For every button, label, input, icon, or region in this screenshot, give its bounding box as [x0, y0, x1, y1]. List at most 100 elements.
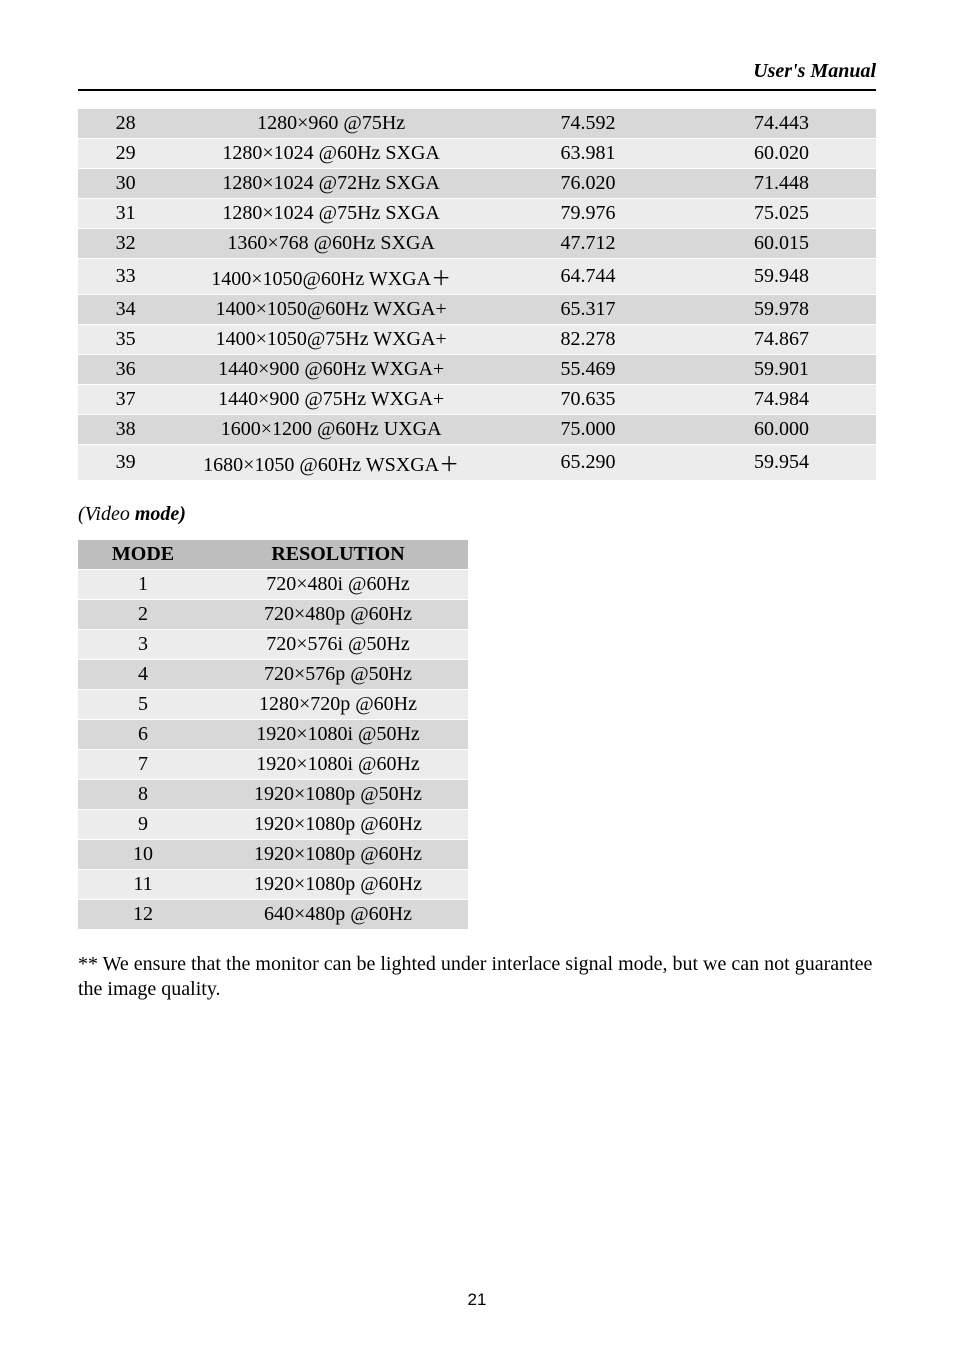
- table-cell: 33: [78, 259, 173, 295]
- table-row: 381600×1200 @60Hz UXGA75.00060.000: [78, 415, 876, 445]
- table-cell: 3: [78, 630, 208, 660]
- table-cell: 1920×1080p @60Hz: [208, 810, 468, 840]
- table-cell: 1280×1024 @72Hz SXGA: [173, 169, 489, 199]
- table-cell: 74.867: [687, 325, 876, 355]
- table-cell: 60.020: [687, 139, 876, 169]
- table-cell: 59.948: [687, 259, 876, 295]
- table-cell: 720×576p @50Hz: [208, 660, 468, 690]
- table-row: 2720×480p @60Hz: [78, 600, 468, 630]
- table-cell: 5: [78, 690, 208, 720]
- table-cell: 63.981: [489, 139, 687, 169]
- table-cell: 1600×1200 @60Hz UXGA: [173, 415, 489, 445]
- table-cell: 38: [78, 415, 173, 445]
- table-cell: 1400×1050@60Hz WXGA+: [173, 295, 489, 325]
- table-cell: 36: [78, 355, 173, 385]
- table-cell: 59.954: [687, 445, 876, 481]
- table-row: 91920×1080p @60Hz: [78, 810, 468, 840]
- table-cell: 1280×1024 @60Hz SXGA: [173, 139, 489, 169]
- table-row: 361440×900 @60Hz WXGA+55.46959.901: [78, 355, 876, 385]
- table-cell: 59.901: [687, 355, 876, 385]
- table-cell: 1280×960 @75Hz: [173, 109, 489, 139]
- table-cell: 1400×1050@75Hz WXGA+: [173, 325, 489, 355]
- table-cell: 60.015: [687, 229, 876, 259]
- table-cell: 60.000: [687, 415, 876, 445]
- table-cell: 1280×720p @60Hz: [208, 690, 468, 720]
- table-row: 371440×900 @75Hz WXGA+70.63574.984: [78, 385, 876, 415]
- table-cell: 1440×900 @75Hz WXGA+: [173, 385, 489, 415]
- heading-paren-open: (: [78, 503, 85, 525]
- table-cell: 1680×1050 @60Hz WSXGA＋: [173, 445, 489, 481]
- table-row: 4720×576p @50Hz: [78, 660, 468, 690]
- table-cell: 79.976: [489, 199, 687, 229]
- table-cell: 640×480p @60Hz: [208, 900, 468, 930]
- table-cell: 1400×1050@60Hz WXGA＋: [173, 259, 489, 295]
- table-row: 311280×1024 @75Hz SXGA79.97675.025: [78, 199, 876, 229]
- table-cell: 720×576i @50Hz: [208, 630, 468, 660]
- table-row: 71920×1080i @60Hz: [78, 750, 468, 780]
- table-cell: 6: [78, 720, 208, 750]
- table-cell: 47.712: [489, 229, 687, 259]
- table-cell: 12: [78, 900, 208, 930]
- table-cell: 10: [78, 840, 208, 870]
- table-cell: 74.984: [687, 385, 876, 415]
- table-cell: 76.020: [489, 169, 687, 199]
- page-number: 21: [0, 1290, 954, 1310]
- heading-video-word: Video: [85, 503, 130, 525]
- table-row: 291280×1024 @60Hz SXGA63.98160.020: [78, 139, 876, 169]
- table-row: 81920×1080p @50Hz: [78, 780, 468, 810]
- table-cell: 82.278: [489, 325, 687, 355]
- table-row: 351400×1050@75Hz WXGA+82.27874.867: [78, 325, 876, 355]
- table-cell: 8: [78, 780, 208, 810]
- table-cell: 37: [78, 385, 173, 415]
- table-cell: 74.592: [489, 109, 687, 139]
- table-cell: 1920×1080i @50Hz: [208, 720, 468, 750]
- table-row: 101920×1080p @60Hz: [78, 840, 468, 870]
- table-row: 281280×960 @75Hz74.59274.443: [78, 109, 876, 139]
- table-row: 61920×1080i @50Hz: [78, 720, 468, 750]
- table-cell: 1440×900 @60Hz WXGA+: [173, 355, 489, 385]
- table-cell: 2: [78, 600, 208, 630]
- table-row: 301280×1024 @72Hz SXGA76.02071.448: [78, 169, 876, 199]
- table-cell: 1360×768 @60Hz SXGA: [173, 229, 489, 259]
- table-cell: 34: [78, 295, 173, 325]
- resolution-table: 281280×960 @75Hz74.59274.443291280×1024 …: [78, 109, 876, 481]
- table-cell: 55.469: [489, 355, 687, 385]
- table-cell: 11: [78, 870, 208, 900]
- table-cell: 1920×1080p @60Hz: [208, 840, 468, 870]
- table-cell: 75.000: [489, 415, 687, 445]
- heading-mode-word: mode): [130, 503, 186, 525]
- table-row: 321360×768 @60Hz SXGA47.71260.015: [78, 229, 876, 259]
- video-table-header-mode: MODE: [78, 540, 208, 570]
- table-cell: 1920×1080p @50Hz: [208, 780, 468, 810]
- table-cell: 70.635: [489, 385, 687, 415]
- table-cell: 32: [78, 229, 173, 259]
- table-cell: 74.443: [687, 109, 876, 139]
- table-cell: 30: [78, 169, 173, 199]
- table-cell: 65.317: [489, 295, 687, 325]
- table-cell: 720×480p @60Hz: [208, 600, 468, 630]
- table-cell: 35: [78, 325, 173, 355]
- table-cell: 9: [78, 810, 208, 840]
- table-cell: 4: [78, 660, 208, 690]
- table-cell: 31: [78, 199, 173, 229]
- table-cell: 75.025: [687, 199, 876, 229]
- table-row: 1720×480i @60Hz: [78, 570, 468, 600]
- video-mode-table: MODE RESOLUTION 1720×480i @60Hz2720×480p…: [78, 540, 468, 930]
- table-cell: 39: [78, 445, 173, 481]
- table-cell: 7: [78, 750, 208, 780]
- video-table-header-resolution: RESOLUTION: [208, 540, 468, 570]
- table-cell: 64.744: [489, 259, 687, 295]
- table-row: 331400×1050@60Hz WXGA＋64.74459.948: [78, 259, 876, 295]
- table-cell: 1920×1080p @60Hz: [208, 870, 468, 900]
- table-cell: 59.978: [687, 295, 876, 325]
- table-cell: 29: [78, 139, 173, 169]
- table-row: 341400×1050@60Hz WXGA+65.31759.978: [78, 295, 876, 325]
- footnote-text: ** We ensure that the monitor can be lig…: [78, 952, 876, 1002]
- table-row: 111920×1080p @60Hz: [78, 870, 468, 900]
- video-mode-heading: (Video mode): [78, 503, 876, 526]
- table-row: 391680×1050 @60Hz WSXGA＋65.29059.954: [78, 445, 876, 481]
- table-cell: 1920×1080i @60Hz: [208, 750, 468, 780]
- table-cell: 28: [78, 109, 173, 139]
- table-row: 12640×480p @60Hz: [78, 900, 468, 930]
- table-cell: 720×480i @60Hz: [208, 570, 468, 600]
